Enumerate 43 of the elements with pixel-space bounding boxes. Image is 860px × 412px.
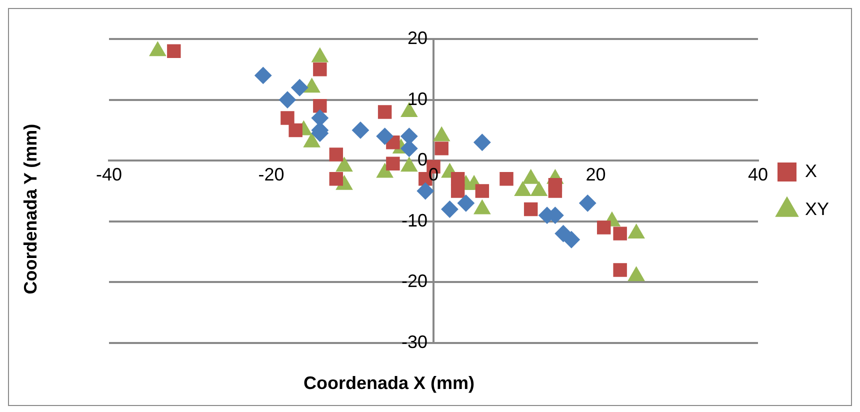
point bbox=[548, 184, 562, 198]
legend-label: XY bbox=[804, 198, 830, 219]
point bbox=[313, 62, 327, 76]
point bbox=[475, 184, 490, 198]
point bbox=[474, 134, 491, 151]
point bbox=[416, 182, 434, 200]
point bbox=[579, 194, 596, 212]
x-tick-label: -40 bbox=[96, 164, 122, 185]
point bbox=[376, 128, 394, 145]
point bbox=[386, 156, 400, 171]
point bbox=[613, 226, 627, 240]
x-tick-label: 20 bbox=[586, 164, 606, 185]
y-tick-label: 20 bbox=[407, 28, 428, 48]
legend-label: X bbox=[804, 160, 818, 181]
point bbox=[441, 200, 458, 218]
point bbox=[378, 105, 392, 119]
point bbox=[613, 263, 627, 277]
y-tick-label: 0 bbox=[417, 150, 428, 170]
point bbox=[450, 184, 465, 198]
point bbox=[352, 122, 369, 139]
point bbox=[500, 172, 514, 186]
point bbox=[329, 172, 344, 186]
y-tick-label: -10 bbox=[401, 210, 428, 230]
x-tick-label: -20 bbox=[258, 164, 284, 185]
point bbox=[278, 91, 296, 108]
y-tick-label: -30 bbox=[401, 332, 428, 352]
point bbox=[457, 194, 474, 212]
point bbox=[562, 231, 580, 248]
y-axis-title: Coordenada Y (mm) bbox=[20, 124, 42, 294]
point bbox=[280, 111, 294, 125]
point bbox=[329, 148, 344, 162]
point bbox=[254, 66, 272, 84]
point bbox=[288, 123, 302, 138]
point bbox=[313, 99, 327, 113]
x-tick-label: 40 bbox=[748, 164, 768, 185]
point bbox=[167, 44, 181, 58]
point bbox=[596, 220, 611, 234]
point bbox=[291, 79, 308, 96]
y-tick-label: -20 bbox=[401, 271, 428, 292]
point bbox=[524, 202, 538, 216]
x-axis-title: Coordenada X (mm) bbox=[302, 373, 476, 394]
point bbox=[434, 142, 448, 156]
y-tick-label: 10 bbox=[407, 88, 428, 109]
